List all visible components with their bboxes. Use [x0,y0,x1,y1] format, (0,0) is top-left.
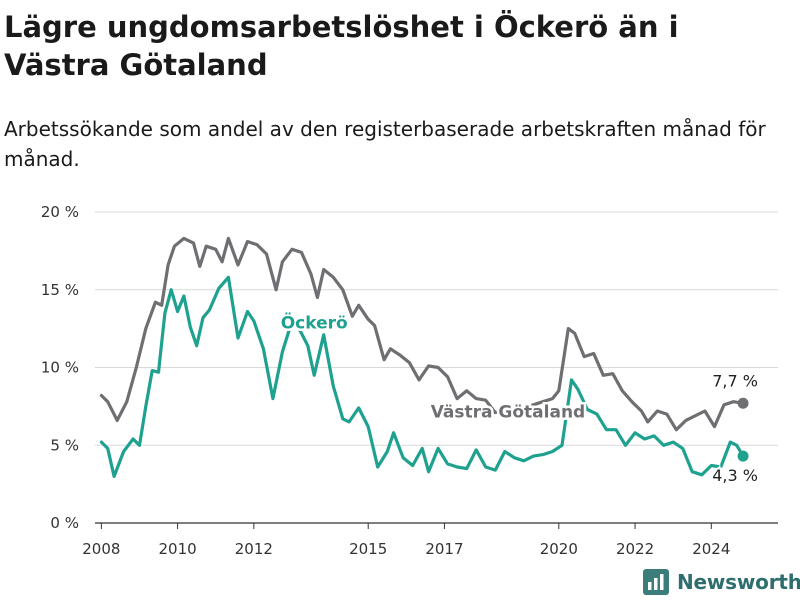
series-end-point [737,397,749,409]
y-tick-label: 5 % [50,436,79,454]
series-line-ockero [99,275,745,478]
series-end-label: 4,3 % [712,466,758,485]
chart-subtitle: Arbetssökande som andel av den registerb… [4,117,766,171]
series-end-label: 7,7 % [712,371,758,390]
series-line-vastra-gotaland [99,236,745,432]
x-tick-label: 2022 [616,540,654,558]
x-tick-label: 2024 [692,540,730,558]
brand-logo[interactable]: Newsworthy [643,567,800,597]
x-axis: 2008 2010 2012 2015 2017 2020 2022 2024 [82,523,730,558]
x-tick-label: 2015 [349,540,387,558]
series-end-point [737,450,749,462]
newsworthy-logo-icon [643,569,669,595]
series-labels: 7,7 % 4,3 % Västra Götaland Öckerö [278,309,760,487]
y-tick-label: 10 % [41,359,79,377]
chart-title: Lägre ungdomsarbetslöshet i Öckerö än i … [4,10,679,82]
brand-name: Newsworthy [677,570,800,594]
series-name-label: Öckerö [281,312,348,334]
y-tick-label: 20 % [41,203,79,221]
x-tick-label: 2020 [540,540,578,558]
y-tick-label: 15 % [41,281,79,299]
series-lines [99,236,749,478]
series-name-label: Västra Götaland [431,402,586,422]
x-tick-label: 2008 [82,540,120,558]
y-tick-label: 0 % [50,514,79,532]
x-tick-label: 2017 [425,540,463,558]
x-tick-label: 2012 [235,540,273,558]
y-axis: 0 % 5 % 10 % 15 % 20 % [41,203,79,532]
x-tick-label: 2010 [159,540,197,558]
